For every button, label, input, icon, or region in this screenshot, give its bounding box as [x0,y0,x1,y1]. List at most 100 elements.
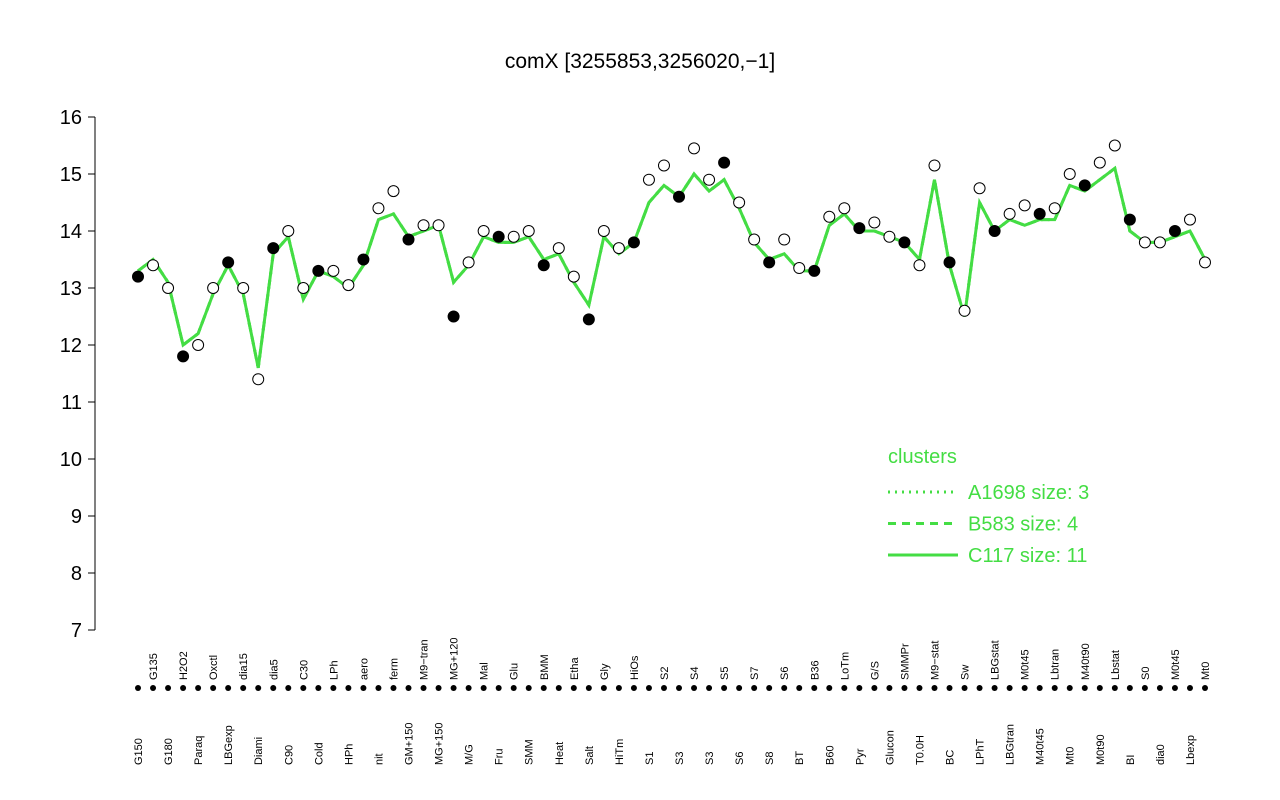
data-point [342,279,355,292]
data-point [1138,236,1151,249]
x-tick-dot [841,685,848,691]
x-tick-label: aero [358,658,370,680]
data-point [853,222,866,235]
data-point [147,259,160,272]
data-point [778,233,791,246]
data-point [973,182,986,195]
x-tick-label: MG+150 [434,723,446,766]
legend-label: C117 size: 11 [968,545,1087,567]
x-tick-label: Lbstat [1110,650,1122,680]
x-tick-label: S4 [689,667,701,680]
y-tick-label: 10 [60,449,82,471]
x-tick-label: Cold [313,742,325,765]
x-tick-label: G150 [133,738,145,765]
x-tick-label: Mt0 [1065,747,1077,765]
data-point [1078,179,1091,192]
data-point [838,202,851,215]
cluster-line [137,165,1207,369]
x-tick-dot [1036,685,1043,691]
data-point [402,233,415,246]
x-tick-dot [751,685,758,691]
data-point [252,373,265,386]
data-point [1018,199,1031,212]
x-tick-label: G135 [148,653,160,680]
x-tick-label: HPh [343,744,355,765]
x-tick-dot [961,685,968,691]
legend-label: B583 size: 4 [968,514,1078,536]
data-point [868,216,881,229]
x-tick-label: Sw [960,665,972,680]
data-point [673,190,686,203]
x-tick-dot [540,685,547,691]
data-point [808,264,821,277]
data-point [552,242,565,255]
data-point [297,282,310,294]
x-tick-dot [1081,685,1088,691]
x-tick-dot [330,685,337,691]
x-tick-dot [345,685,352,691]
data-point [733,196,746,209]
x-tick-dot [856,685,863,691]
x-tick-dot [976,685,983,691]
x-tick-dot [630,685,637,691]
data-point [1063,168,1076,180]
x-tick-label: GM+150 [404,723,416,766]
data-point [1093,156,1106,169]
data-point [612,242,625,255]
x-tick-dot [916,685,923,691]
data-point [432,219,445,232]
data-point [657,159,670,172]
x-tick-label: Heat [554,742,566,765]
y-tick-label: 14 [60,221,82,243]
data-point [627,236,640,249]
x-tick-label: BT [794,751,806,765]
data-point [327,264,340,277]
data-point [132,270,144,283]
data-point [703,173,716,186]
x-tick-label: S2 [659,667,671,680]
x-tick-dot [721,685,728,691]
legend-label: A1698 size: 3 [968,482,1089,504]
x-tick-dot [150,685,157,691]
x-tick-label: LoTm [839,652,851,680]
x-tick-label: SMM [524,739,536,765]
data-point [928,159,941,172]
x-tick-label: G180 [163,738,175,765]
data-point [1108,139,1121,152]
x-tick-label: HiTm [614,739,626,765]
data-point [597,225,610,237]
x-tick-label: M0t45 [1170,649,1182,680]
x-tick-label: LPhT [975,738,987,765]
x-tick-label: Mt0 [1200,662,1212,680]
x-tick-label: C30 [298,660,310,680]
y-tick-label: 9 [71,506,82,528]
x-tick-label: S7 [749,667,761,680]
data-point [567,270,580,283]
x-tick-label: Oxctl [208,655,220,680]
x-tick-label: LBGtran [1005,724,1017,765]
x-tick-dot [1006,685,1013,691]
data-point [177,350,190,363]
x-tick-label: Paraq [193,736,205,765]
x-tick-dot [555,685,562,691]
x-tick-label: dia0 [1155,744,1167,765]
x-tick-label: M40t90 [1080,643,1092,680]
x-tick-dot [811,685,818,691]
x-tick-label: Gly [599,663,611,680]
y-tick-label: 7 [71,620,82,642]
x-tick-dot [766,685,773,691]
x-tick-dot [796,685,803,691]
x-tick-dot [691,685,698,691]
x-tick-label: Lbexp [1185,735,1197,765]
x-tick-label: nit [373,753,385,765]
x-tick-label: BI [1125,755,1137,765]
data-point [267,242,280,255]
data-point [943,256,956,269]
data-point [417,219,430,232]
x-tick-label: M9−tran [419,639,431,680]
x-tick-dot [480,685,487,691]
y-tick-label: 12 [60,335,82,357]
y-tick-label: 11 [61,392,82,414]
data-point [1199,256,1211,269]
x-tick-dot [1066,685,1073,691]
